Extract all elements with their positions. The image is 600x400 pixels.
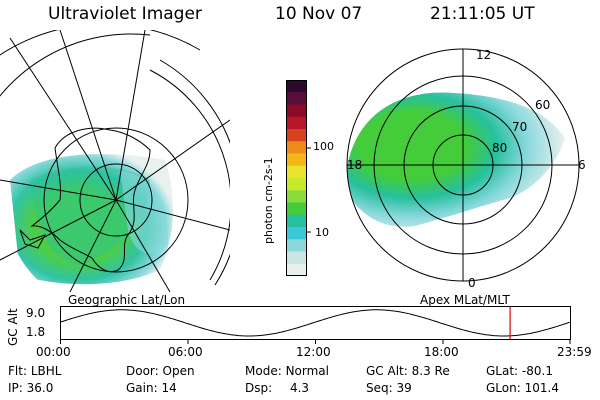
colorbar-frame [286, 80, 307, 276]
gain-readout: Gain: 14 [126, 381, 177, 395]
colorbar-segment [286, 239, 307, 252]
time-tick-3: 18:00 [424, 345, 459, 359]
time-readout: 21:11:05 UT [430, 4, 535, 24]
continent-outline [19, 127, 151, 273]
colorbar-segment [286, 178, 307, 191]
date-readout: 10 Nov 07 [275, 4, 363, 24]
colorbar-segment [286, 190, 307, 203]
colorbar-segment [286, 129, 307, 142]
colorbar-segment [286, 104, 307, 118]
colorbar-segment [286, 80, 307, 93]
filter-value: LBHL [30, 364, 62, 378]
instrument-title: Ultraviolet Imager [48, 4, 202, 24]
colorbar-segment [286, 202, 307, 216]
colorbar-tick-100: 100 [313, 140, 334, 153]
colorbar-segment [286, 153, 307, 167]
colorbar-segment [286, 165, 307, 179]
mlt-label-6: 6 [578, 158, 586, 172]
colorbar-segment [286, 214, 307, 228]
glat-readout: GLat: -80.1 [486, 364, 553, 378]
altitude-curve [60, 309, 571, 337]
time-tick-0: 00:00 [36, 345, 71, 359]
time-tick-2: 12:00 [296, 345, 331, 359]
intensity-colorbar [286, 80, 311, 277]
gain-value: 14 [161, 381, 177, 395]
mode-readout: Mode: Normal [245, 364, 329, 378]
gc-altitude-readout: GC Alt: 8.3 Re [366, 364, 450, 378]
colorbar-segment [286, 263, 307, 277]
magnetic-polar-image [346, 48, 580, 282]
seq-readout: Seq: 39 [366, 381, 412, 395]
geographic-image [0, 30, 230, 292]
mlt-label-12: 12 [476, 48, 492, 62]
time-tick-1: 06:00 [168, 345, 203, 359]
glon-value: 101.4 [524, 381, 559, 395]
glat-value: -80.1 [521, 364, 553, 378]
geographic-grid [0, 30, 230, 292]
ip-readout: IP: 36.0 [8, 381, 54, 395]
dsp-readout: Dsp: 4.3 [245, 381, 310, 395]
mlt-label-0: 0 [468, 276, 476, 290]
altitude-plot-frame [60, 306, 571, 340]
colorbar-segment [286, 141, 307, 154]
mlat-label-80: 80 [492, 141, 508, 155]
filter-readout: Flt: LBHL [8, 364, 62, 378]
mlat-label-60: 60 [535, 98, 551, 112]
aurora-emission [347, 92, 565, 227]
altitude-tick-low: 1.8 [26, 325, 46, 339]
altitude-axis-label: GC Alt [6, 308, 20, 346]
altitude-plot [60, 306, 571, 344]
mode-value: Normal [285, 364, 329, 378]
time-tick-4: 23:59 [557, 345, 592, 359]
ip-value: 36.0 [26, 381, 54, 395]
door-value: Open [162, 364, 195, 378]
magnetic-caption: Apex MLat/MLT [420, 293, 510, 307]
dsp-value: 4.3 [289, 381, 310, 395]
colorbar-segment [286, 227, 307, 240]
glon-readout: GLon: 101.4 [486, 381, 559, 395]
colorbar-segment [286, 92, 307, 105]
door-readout: Door: Open [126, 364, 195, 378]
colorbar-tick-10: 10 [315, 226, 329, 239]
colorbar-segment [286, 251, 307, 265]
gc-altitude-value: 8.3 Re [411, 364, 450, 378]
mlt-label-18: 18 [347, 158, 363, 172]
mlat-label-70: 70 [512, 120, 528, 134]
seq-value: 39 [396, 381, 412, 395]
altitude-tick-high: 9.0 [26, 306, 46, 320]
colorbar-unit-label: photon cm-2s-1 [262, 157, 275, 244]
colorbar-segment [286, 116, 307, 130]
geographic-caption: Geographic Lat/Lon [68, 293, 186, 307]
